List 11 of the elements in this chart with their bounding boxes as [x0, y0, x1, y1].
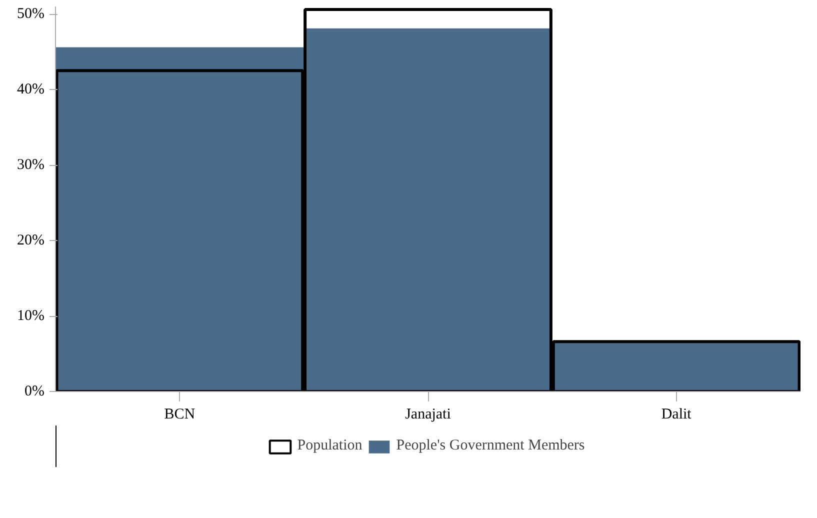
x-tick-label: BCN	[164, 406, 196, 422]
y-tick-label: 10%	[17, 308, 45, 324]
x-tick-label: Dalit	[661, 406, 692, 422]
y-tick-label: 40%	[17, 82, 45, 98]
legend-label: People's Government Members	[396, 438, 585, 454]
y-tick-label: 50%	[17, 6, 45, 22]
legend-label: Population	[297, 438, 362, 454]
y-tick-label: 0%	[24, 384, 45, 400]
y-tick-label: 20%	[17, 232, 45, 249]
y-tick-label: 30%	[17, 157, 45, 174]
x-tick-label: Janajati	[405, 406, 451, 422]
